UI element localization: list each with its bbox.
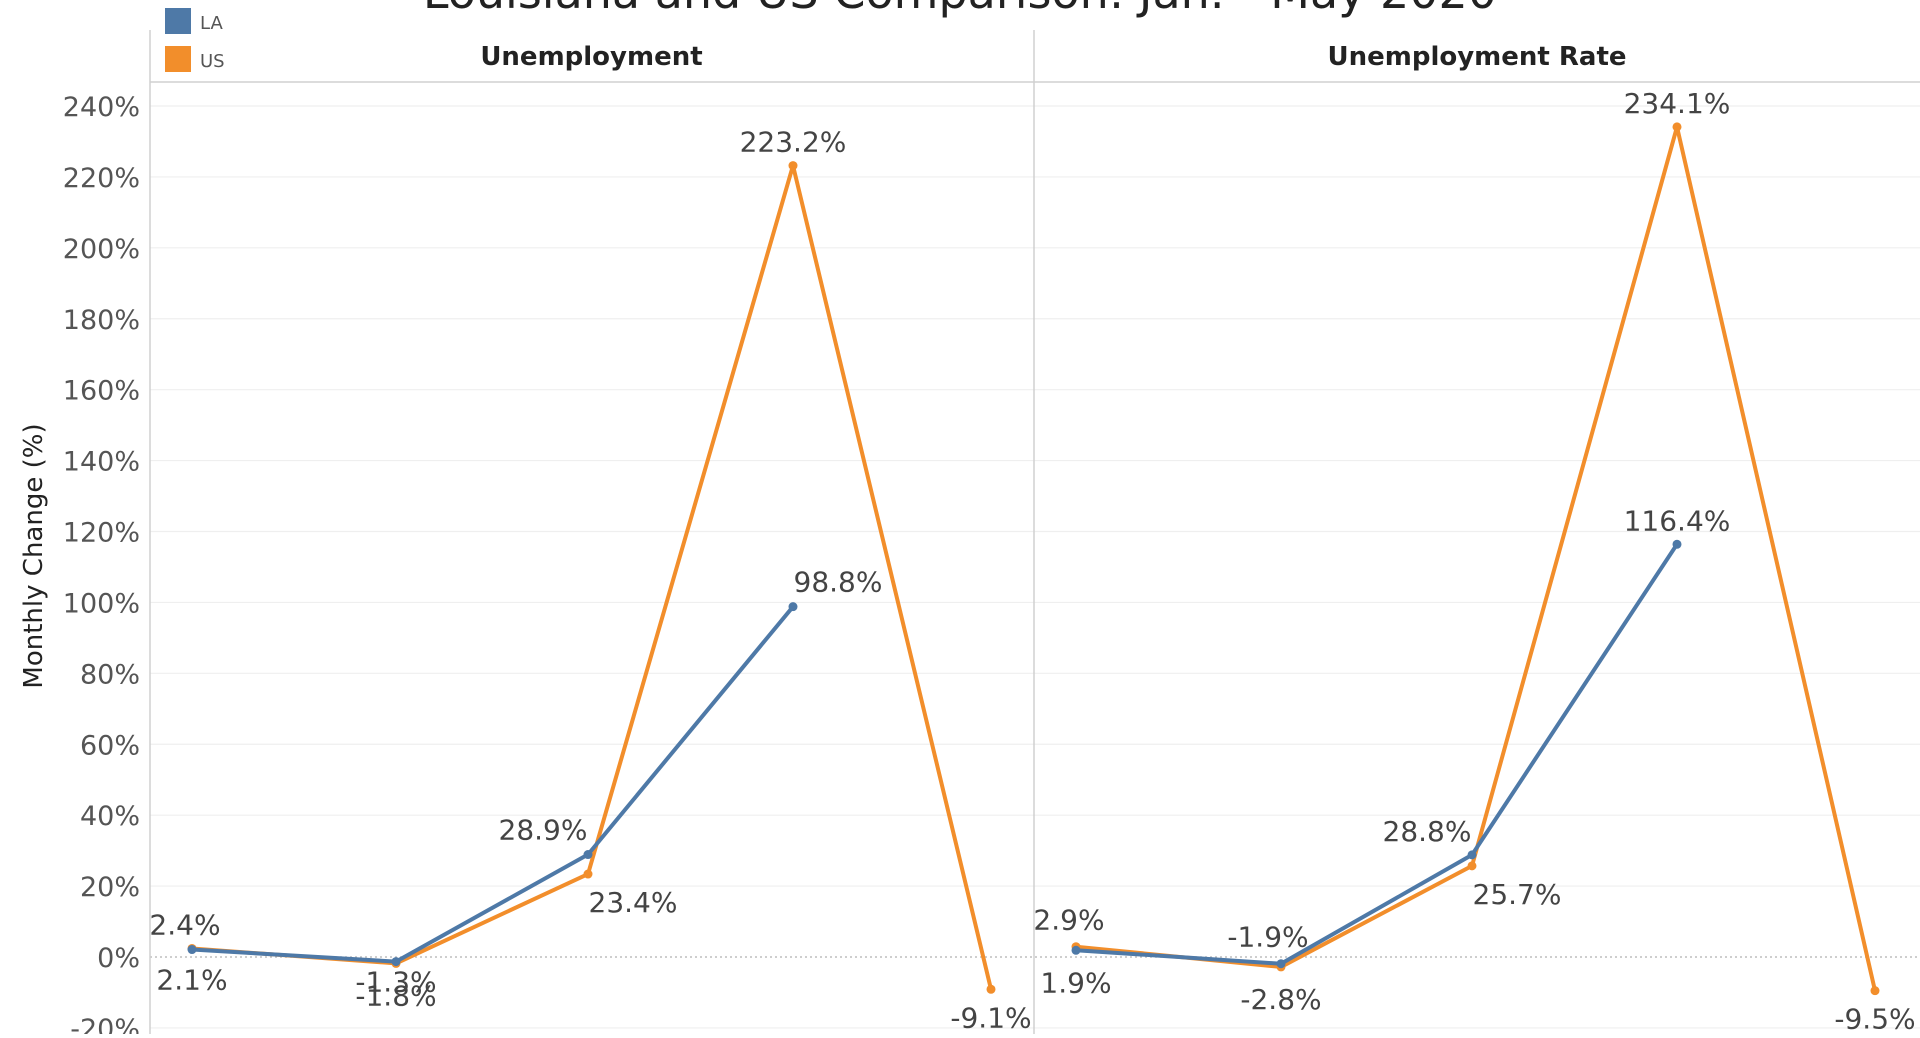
data-label-us: -9.5%: [1834, 1003, 1915, 1034]
data-label-la: 98.8%: [794, 566, 883, 599]
data-point-la: [1071, 945, 1081, 955]
data-label-us: -1.8%: [355, 979, 436, 1012]
data-label-la: -1.9%: [1227, 921, 1308, 954]
data-point-la: [391, 957, 401, 967]
y-tick-label: 120%: [63, 518, 140, 549]
data-label-us: 2.9%: [1033, 904, 1104, 937]
data-point-la: [1467, 850, 1477, 860]
panel-title-unemployment: Unemployment: [480, 42, 702, 72]
data-label-us: 23.4%: [589, 886, 678, 919]
legend-label-us: US: [200, 51, 225, 72]
data-point-us: [1870, 986, 1880, 996]
y-tick-label: 100%: [63, 588, 140, 619]
y-tick-label: 60%: [80, 730, 140, 761]
data-label-us: -9.1%: [950, 1001, 1031, 1034]
series-line-la: [191, 605, 795, 964]
y-axis-title: Monthly Change (%): [19, 423, 49, 688]
series-line-us: [1075, 124, 1877, 992]
legend-swatch-la: [165, 8, 191, 34]
data-point-la: [1672, 539, 1682, 549]
chart-title: Louisiana and US Comparison: Jan. - May …: [423, 0, 1497, 19]
data-point-us: [1672, 122, 1682, 132]
data-point-us: [583, 869, 593, 879]
y-tick-label: 160%: [63, 376, 140, 407]
data-label-la: 28.8%: [1383, 815, 1472, 848]
data-point-la: [1276, 959, 1286, 969]
y-tick-label: 20%: [80, 872, 140, 903]
data-label-la: 28.9%: [499, 814, 588, 847]
data-point-us: [788, 161, 798, 171]
data-point-us: [986, 984, 996, 994]
y-tick-label: 40%: [80, 801, 140, 832]
data-label-la: 1.9%: [1040, 966, 1111, 999]
legend-label-la: LA: [200, 13, 223, 34]
y-tick-label: 220%: [63, 163, 140, 194]
y-tick-label: 140%: [63, 447, 140, 478]
legend-swatch-us: [165, 46, 191, 72]
data-point-la: [788, 602, 798, 612]
y-tick-label: 200%: [63, 234, 140, 265]
series-line-la: [1075, 543, 1679, 966]
y-tick-label: 180%: [63, 305, 140, 336]
data-point-la: [187, 945, 197, 955]
data-label-us: 223.2%: [740, 126, 847, 159]
data-point-la: [583, 850, 593, 860]
panel-title-unemployment-rate: Unemployment Rate: [1327, 42, 1626, 72]
data-label-la: 116.4%: [1624, 504, 1731, 537]
data-label-la: -1.3%: [355, 966, 436, 999]
data-label-us: 25.7%: [1473, 878, 1562, 911]
data-label-us: 2.4%: [149, 908, 220, 941]
data-label-la: 2.1%: [156, 964, 227, 997]
y-tick-label: 80%: [80, 659, 140, 690]
data-point-us: [1467, 861, 1477, 871]
y-tick-label: 240%: [63, 92, 140, 123]
data-label-us: 234.1%: [1624, 87, 1731, 120]
y-tick-label: 0%: [97, 943, 140, 974]
data-label-us: -2.8%: [1240, 983, 1321, 1016]
y-tick-label: -20%: [70, 1014, 140, 1034]
